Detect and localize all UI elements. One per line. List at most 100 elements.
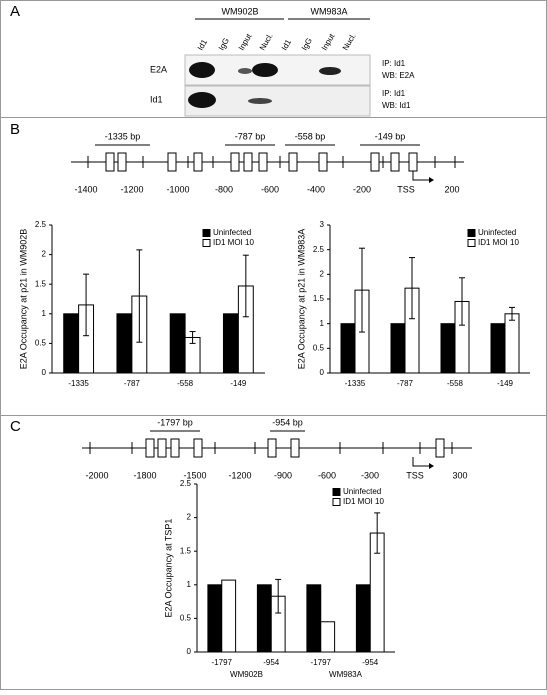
y-tick-label: 1.5 [313, 294, 325, 303]
x-tick-label: -787 [397, 379, 414, 388]
axis-label: 300 [452, 470, 467, 480]
lane-label: Id1 [280, 37, 294, 52]
e-box [145, 438, 155, 458]
y-tick-label: 1 [320, 319, 325, 328]
e-box [243, 152, 253, 172]
y-tick-label: 1 [42, 309, 47, 318]
y-axis-label: E2A Occupancy at TSP1 [163, 519, 173, 618]
bar [490, 323, 506, 374]
axis-label: -1400 [74, 184, 97, 194]
cell-line: WM983A [310, 6, 347, 16]
group-label: WM902B [230, 670, 263, 679]
tss-arrowhead [429, 463, 434, 469]
axis-label: -1800 [133, 470, 156, 480]
e-box [267, 438, 277, 458]
bar [169, 313, 186, 374]
x-tick-label: -558 [177, 379, 194, 388]
region-label: -558 bp [295, 131, 326, 141]
legend-swatch [202, 239, 211, 247]
y-axis-label: E2A Occupancy at p21 in WM983A [296, 229, 306, 370]
e-box [193, 152, 203, 172]
e-box [170, 438, 180, 458]
e-box [290, 438, 300, 458]
lane-label: IgG [300, 36, 314, 52]
cell-line: WM902B [221, 6, 258, 16]
error-bar [275, 578, 282, 614]
y-tick-label: 0 [320, 368, 325, 377]
e-box [157, 438, 167, 458]
x-tick-label: -1797 [212, 658, 233, 667]
e-box [318, 152, 328, 172]
bar [390, 323, 406, 374]
e-box [230, 152, 240, 172]
region-label: -787 bp [235, 131, 266, 141]
x-tick-label: -787 [124, 379, 141, 388]
legend-label: Uninfected [343, 487, 381, 496]
e-box [370, 152, 380, 172]
legend-label: ID1 MOI 10 [343, 497, 384, 506]
legend-swatch [332, 488, 341, 496]
error-bar [242, 254, 249, 318]
bar [340, 323, 356, 374]
legend-label: Uninfected [213, 228, 251, 237]
y-tick-label: 2 [187, 513, 192, 522]
e-box [288, 152, 298, 172]
bar [256, 584, 272, 653]
y-tick-label: 1.5 [35, 279, 47, 288]
band [188, 92, 216, 108]
y-tick-label: 2.5 [313, 245, 325, 254]
e-box [408, 152, 418, 172]
e-box [435, 438, 445, 458]
y-tick-label: 2.5 [35, 220, 47, 229]
x-tick-label: -954 [362, 658, 379, 667]
band [189, 62, 215, 78]
x-tick-label: -954 [263, 658, 280, 667]
y-axis-label: E2A Occupancy at p21 in WM902B [18, 229, 28, 370]
error-bar [83, 273, 90, 337]
bar [320, 621, 336, 653]
error-bar [374, 512, 381, 554]
y-tick-label: 2.5 [180, 479, 192, 488]
caption: WB: E2A [382, 71, 415, 80]
axis-label: -200 [353, 184, 371, 194]
y-tick-label: 0 [187, 647, 192, 656]
bar [355, 584, 371, 653]
panel-label: A [10, 3, 20, 20]
bar [63, 313, 80, 374]
tss-arrow [412, 171, 429, 181]
axis-label: -600 [318, 470, 336, 480]
error-bar [189, 331, 196, 344]
x-tick-label: -558 [447, 379, 464, 388]
bar [207, 584, 223, 653]
legend-swatch [332, 498, 341, 506]
error-bar [509, 306, 515, 321]
caption: IP: Id1 [382, 59, 406, 68]
legend-label: ID1 MOI 10 [213, 238, 254, 247]
x-tick-label: -1797 [311, 658, 332, 667]
caption: IP: Id1 [382, 89, 406, 98]
band [252, 63, 278, 77]
region-label: -1797 bp [157, 417, 193, 427]
region-label: -149 bp [375, 131, 406, 141]
axis-label: -1200 [228, 470, 251, 480]
lane-label: Nucl. [258, 32, 275, 52]
x-tick-label: -149 [497, 379, 514, 388]
y-tick-label: 0 [42, 368, 47, 377]
bar [306, 584, 322, 653]
e-box [117, 152, 127, 172]
tss-arrowhead [429, 177, 434, 183]
e-box [390, 152, 400, 172]
axis-label: 200 [444, 184, 459, 194]
axis-label: -1500 [183, 470, 206, 480]
row-label: E2A [150, 64, 167, 74]
y-tick-label: 1.5 [180, 546, 192, 555]
e-box [193, 438, 203, 458]
e-box [167, 152, 177, 172]
bar [504, 313, 520, 374]
y-tick-label: 2 [320, 269, 325, 278]
legend-swatch [467, 239, 476, 247]
y-tick-label: 3 [320, 220, 325, 229]
axis-label: -300 [361, 470, 379, 480]
